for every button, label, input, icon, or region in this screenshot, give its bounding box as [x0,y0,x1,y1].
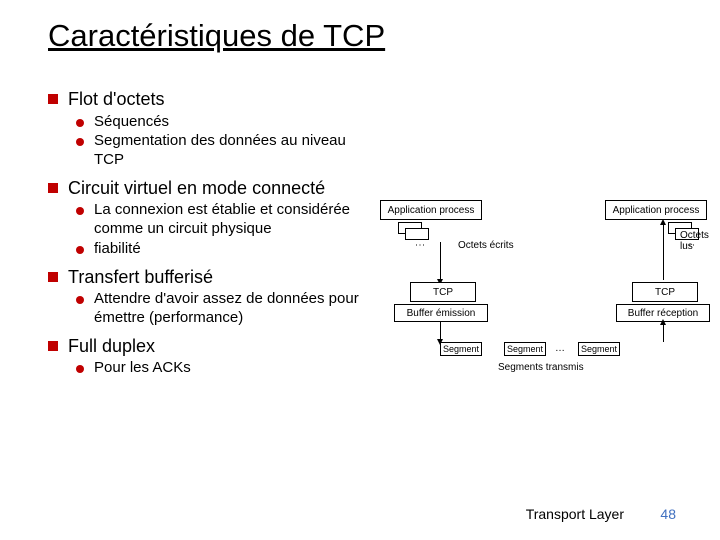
arrow-up-seg-right [663,324,664,342]
circle-icon [76,138,84,146]
square-icon [48,272,58,282]
square-icon [48,94,58,104]
bullet-4: Full duplex [48,335,378,358]
circle-icon [76,365,84,373]
bullet-2a: La connexion est établie et considérée c… [76,201,378,239]
ellipsis-left: ⋮ [414,240,425,251]
square-icon [48,183,58,193]
bullet-2-label: Circuit virtuel en mode connecté [68,177,325,200]
segments-transmitted-label: Segments transmis [498,362,584,373]
app-process-right: Application process [605,200,707,220]
octets-written-label: Octets écrits [458,240,514,251]
segment-2: Segment [504,342,546,356]
bullet-3a-label: Attendre d'avoir assez de données pour é… [94,290,378,328]
tcp-box-right: TCP [632,282,698,302]
octets-read-label: Octets lus [680,230,720,252]
circle-icon [76,246,84,254]
bullet-1b-label: Segmentation des données au niveau TCP [94,132,378,170]
bullet-3: Transfert bufferisé [48,266,378,289]
bullet-2a-label: La connexion est établie et considérée c… [94,201,378,239]
slide-title: Caractéristiques de TCP [48,18,385,54]
circle-icon [76,207,84,215]
segment-1: Segment [440,342,482,356]
bullet-4-label: Full duplex [68,335,155,358]
bullet-1: Flot d'octets [48,88,378,111]
square-icon [48,341,58,351]
segment-3: Segment [578,342,620,356]
circle-icon [76,296,84,304]
buffer-left: Buffer émission [394,304,488,322]
bullet-1b: Segmentation des données au niveau TCP [76,132,378,170]
tcp-diagram: Application process ⋮ Application proces… [380,200,710,440]
arrow-up-right [663,224,664,280]
bullet-4a: Pour les ACKs [76,359,378,378]
bullet-4a-label: Pour les ACKs [94,359,191,378]
segment-ellipsis: … [555,343,565,354]
bullet-2b-label: fiabilité [94,240,141,259]
bullet-1-label: Flot d'octets [68,88,164,111]
bullet-2b: fiabilité [76,240,378,259]
arrow-down-left [440,242,441,280]
footer-label: Transport Layer [526,506,624,522]
arrow-down-seg-left [440,322,441,340]
bullet-1a-label: Séquencés [94,113,169,132]
page-number: 48 [660,506,676,522]
bullet-3-label: Transfert bufferisé [68,266,213,289]
app-process-left: Application process [380,200,482,220]
bullet-2: Circuit virtuel en mode connecté [48,177,378,200]
bullet-1a: Séquencés [76,113,378,132]
data-block-left-2 [405,228,429,240]
bullet-3a: Attendre d'avoir assez de données pour é… [76,290,378,328]
tcp-box-left: TCP [410,282,476,302]
bullet-list: Flot d'octets Séquencés Segmentation des… [48,88,378,379]
circle-icon [76,119,84,127]
